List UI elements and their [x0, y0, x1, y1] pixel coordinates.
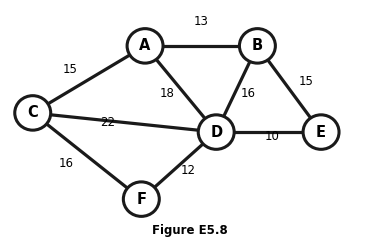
Text: 15: 15: [299, 75, 314, 88]
Text: D: D: [210, 124, 222, 140]
Text: 16: 16: [241, 87, 255, 100]
Text: 18: 18: [160, 87, 175, 100]
Text: 10: 10: [265, 130, 280, 143]
Text: A: A: [139, 38, 151, 53]
Text: 16: 16: [59, 157, 74, 170]
Text: B: B: [252, 38, 263, 53]
Ellipse shape: [15, 96, 51, 130]
Text: Figure E5.8: Figure E5.8: [152, 224, 228, 237]
Text: 15: 15: [63, 63, 78, 76]
Text: F: F: [136, 192, 146, 207]
Ellipse shape: [239, 29, 276, 63]
Text: E: E: [316, 124, 326, 140]
Text: 13: 13: [194, 15, 209, 28]
Ellipse shape: [303, 115, 339, 149]
Text: 22: 22: [100, 116, 115, 129]
Ellipse shape: [127, 29, 163, 63]
Text: 12: 12: [180, 164, 196, 177]
Ellipse shape: [124, 182, 159, 216]
Ellipse shape: [198, 115, 234, 149]
Text: C: C: [27, 105, 38, 121]
